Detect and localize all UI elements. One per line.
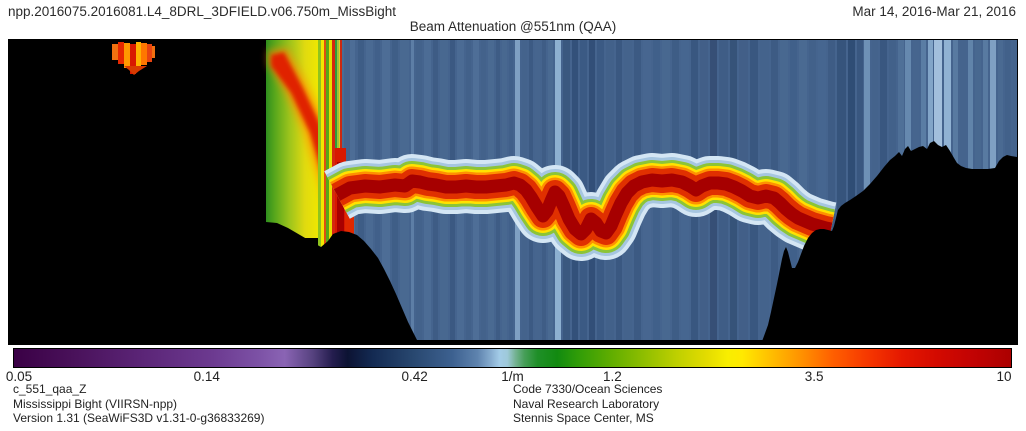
footer-line: Stennis Space Center, MS (513, 411, 654, 425)
land-silhouette (761, 141, 1017, 344)
surface-bloom (147, 44, 152, 62)
surface-bloom (152, 46, 155, 58)
water-stripe (809, 40, 816, 340)
colorbar-tick: 3.5 (804, 369, 824, 384)
surface-bloom (136, 42, 141, 68)
footer-line: Code 7330/Ocean Sciences (513, 382, 663, 396)
chart-title: Beam Attenuation @551nm (QAA) (409, 19, 617, 34)
attenuation-band-layer (333, 173, 833, 241)
footer-line: Naval Research Laboratory (513, 396, 660, 411)
colorbar-tick: 10 (996, 369, 1012, 384)
water-stripe (818, 40, 826, 340)
water-stripe (857, 40, 863, 340)
surface-bloom (118, 42, 124, 64)
colorbar-tick: 0.14 (193, 369, 220, 384)
surface-bloom (130, 44, 136, 74)
footer-center: Code 7330/Ocean Sciences Naval Research L… (513, 382, 662, 426)
land-silhouette (266, 222, 419, 344)
date-range: Mar 14, 2016-Mar 21, 2016 (852, 4, 1016, 19)
colorbar-tick-labels: 0.05 0.14 0.42 1/m 1.2 3.5 10 (6, 369, 1012, 385)
heatmap-plot (8, 39, 1018, 345)
colorbar-tick: 0.42 (401, 369, 428, 384)
water-stripe (848, 40, 855, 340)
heatmap-svg (8, 39, 1018, 345)
footer-line: Mississippi Bight (VIIRSN-npp) (13, 396, 178, 411)
water-stripe (828, 40, 835, 340)
footer-left: c_551_qaa_Z Mississippi Bight (VIIRSN-npp… (13, 382, 264, 426)
surface-bloom (124, 43, 130, 68)
water-stripe (837, 40, 846, 340)
dataset-id: npp.2016075.2016081.L4_8DRL_3DFIELD.v06.… (8, 4, 397, 19)
surface-bloom (112, 44, 118, 60)
water-stripe (589, 40, 595, 340)
colorbar-tick: 1.2 (603, 369, 622, 384)
colorbar-tick: 1/m (501, 369, 524, 384)
colorbar-gradient (13, 348, 1012, 368)
footer-line: Version 1.31 (SeaWiFS3D v1.31-0-g3683326… (13, 411, 265, 425)
colorbar-tick: 0.05 (5, 369, 33, 384)
footer-line: c_551_qaa_Z (13, 382, 87, 396)
colorbar (13, 348, 1012, 368)
surface-bloom (141, 43, 147, 65)
